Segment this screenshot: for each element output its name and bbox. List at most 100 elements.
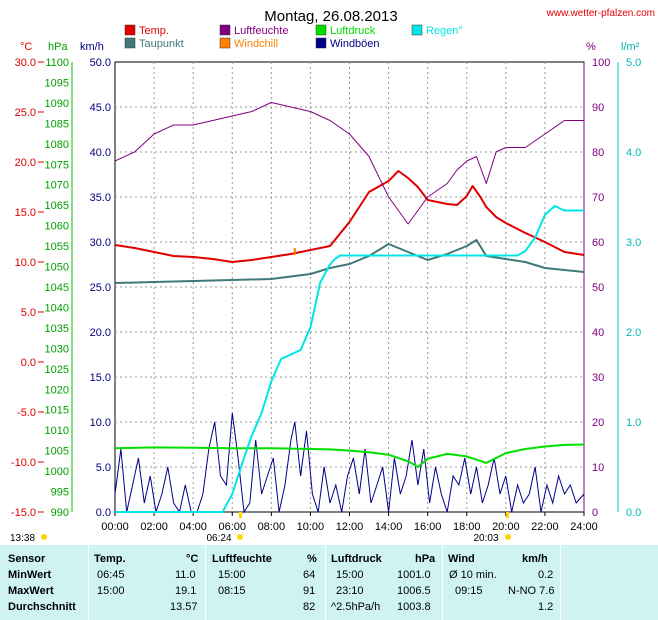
pressure-tick-label: 1025 [45, 364, 69, 376]
rain-tick-label: 4.0 [626, 147, 641, 159]
temp-tick-label: 5.0 [21, 307, 36, 319]
pressure-trend: ^2.5hPa/h [331, 601, 381, 613]
temp-tick-label: 30.0 [15, 57, 36, 69]
humidity-tick-label: 100 [592, 57, 610, 69]
legend-label: Luftfeuchte [234, 25, 288, 37]
temp-tick-label: 25.0 [15, 107, 36, 119]
legend-label: Windböen [330, 38, 380, 50]
pressure-tick-label: 1030 [45, 343, 69, 355]
wind-max-time: 09:15 [455, 585, 483, 597]
humidity-tick-label: 0 [592, 507, 598, 519]
time-tick-label: 22:00 [531, 521, 559, 533]
wind-unit-header: km/h [522, 553, 548, 565]
temp-tick-label: 0.0 [21, 357, 36, 369]
rain-axis-unit: l/m² [621, 41, 640, 53]
temp-axis-unit: °C [20, 41, 32, 53]
pressure-tick-label: 1050 [45, 262, 69, 274]
time-tick-label: 24:00 [570, 521, 598, 533]
temp-header: Temp. [94, 553, 126, 565]
humidity-axis-unit: % [586, 41, 596, 53]
rain-tick-label: 2.0 [626, 327, 641, 339]
humidity-tick-label: 10 [592, 462, 604, 474]
pressure-tick-label: 1070 [45, 180, 69, 192]
humidity-tick-label: 20 [592, 417, 604, 429]
pressure-tick-label: 1010 [45, 425, 69, 437]
temp-tick-label: -15.0 [11, 507, 36, 519]
time-tick-label: 18:00 [453, 521, 481, 533]
daylength-label: 13:38 [10, 533, 35, 544]
wind-min-time: Ø 10 min. [449, 569, 497, 581]
series-line-luftfeuchte [114, 102, 584, 225]
grid-lines [115, 62, 584, 512]
row-label: Durchschnitt [8, 601, 76, 613]
wind-tick-label: 25.0 [90, 282, 111, 294]
wind-tick-label: 40.0 [90, 147, 111, 159]
temp-tick-label: 10.0 [15, 257, 36, 269]
humidity-tick-label: 50 [592, 282, 604, 294]
series-layer [114, 102, 585, 514]
pressure-tick-label: 1100 [45, 57, 69, 69]
humidity-unit-header: % [307, 553, 317, 565]
humidity-min-value: 64 [303, 569, 316, 581]
source-link[interactable]: www.wetter-pfalzen.com [546, 8, 655, 19]
sensor-header: Sensor [8, 553, 46, 565]
humidity-min-time: 15:00 [218, 569, 246, 581]
humidity-tick-label: 80 [592, 147, 604, 159]
pressure-min-value: 1001.0 [397, 569, 431, 581]
legend-label: Regen° [426, 25, 463, 37]
humidity-header: Luftfeuchte [212, 553, 272, 565]
col-divider [442, 545, 443, 620]
legend-swatch [411, 24, 423, 36]
temp-tick-label: -10.0 [11, 457, 36, 469]
col-divider [325, 545, 326, 620]
pressure-tick-label: 1075 [45, 159, 69, 171]
time-tick-label: 16:00 [414, 521, 442, 533]
pressure-header: Luftdruck [331, 553, 382, 565]
series-line-luftdruck [114, 443, 585, 468]
col-divider [205, 545, 206, 620]
pressure-tick-label: 1080 [45, 139, 69, 151]
row-label: MinWert [8, 569, 52, 581]
pressure-tick-label: 1000 [45, 466, 69, 478]
wind-tick-label: 5.0 [96, 462, 111, 474]
pressure-tick-label: 1040 [45, 302, 69, 314]
time-tick-label: 00:00 [101, 521, 129, 533]
sun-icon [41, 534, 47, 540]
pressure-max-time: 23:10 [336, 585, 364, 597]
pressure-max-value: 1006.5 [397, 585, 431, 597]
stats-row-max: MaxWert 15:00 19.1 08:15 91 23:10 1006.5… [0, 583, 658, 599]
temp-min-time: 06:45 [97, 569, 125, 581]
sunrise-marker [239, 512, 242, 518]
wind-tick-label: 50.0 [90, 57, 111, 69]
humidity-max-time: 08:15 [218, 585, 246, 597]
wind-header: Wind [448, 553, 475, 565]
pressure-tick-label: 1085 [45, 118, 69, 130]
rain-tick-label: 5.0 [626, 57, 641, 69]
time-tick-label: 04:00 [179, 521, 207, 533]
temp-tick-label: 15.0 [15, 207, 36, 219]
rain-tick-label: 1.0 [626, 417, 641, 429]
temp-max-time: 15:00 [97, 585, 125, 597]
time-tick-label: 10:00 [297, 521, 325, 533]
temp-min-value: 11.0 [175, 569, 196, 581]
statistics-table: Sensor Temp. °C Luftfeuchte % Luftdruck … [0, 545, 658, 620]
wind-tick-label: 15.0 [90, 372, 111, 384]
legend-swatch [219, 24, 231, 36]
chart-title: Montag, 26.08.2013 [264, 8, 397, 25]
temp-avg-value: 13.57 [170, 601, 198, 613]
pressure-avg-value: 1003.8 [397, 601, 431, 613]
wind-tick-label: 10.0 [90, 417, 111, 429]
time-tick-label: 02:00 [140, 521, 168, 533]
humidity-tick-label: 60 [592, 237, 604, 249]
humidity-tick-label: 30 [592, 372, 604, 384]
pressure-tick-label: 1090 [45, 98, 69, 110]
rain-tick-label: 3.0 [626, 237, 641, 249]
legend-swatch [315, 37, 327, 49]
legend-label: Luftdruck [330, 25, 376, 37]
time-tick-label: 20:00 [492, 521, 520, 533]
time-tick-label: 06:00 [218, 521, 246, 533]
wind-axis-unit: km/h [80, 41, 104, 53]
temp-tick-label: 20.0 [15, 157, 36, 169]
humidity-tick-label: 90 [592, 102, 604, 114]
